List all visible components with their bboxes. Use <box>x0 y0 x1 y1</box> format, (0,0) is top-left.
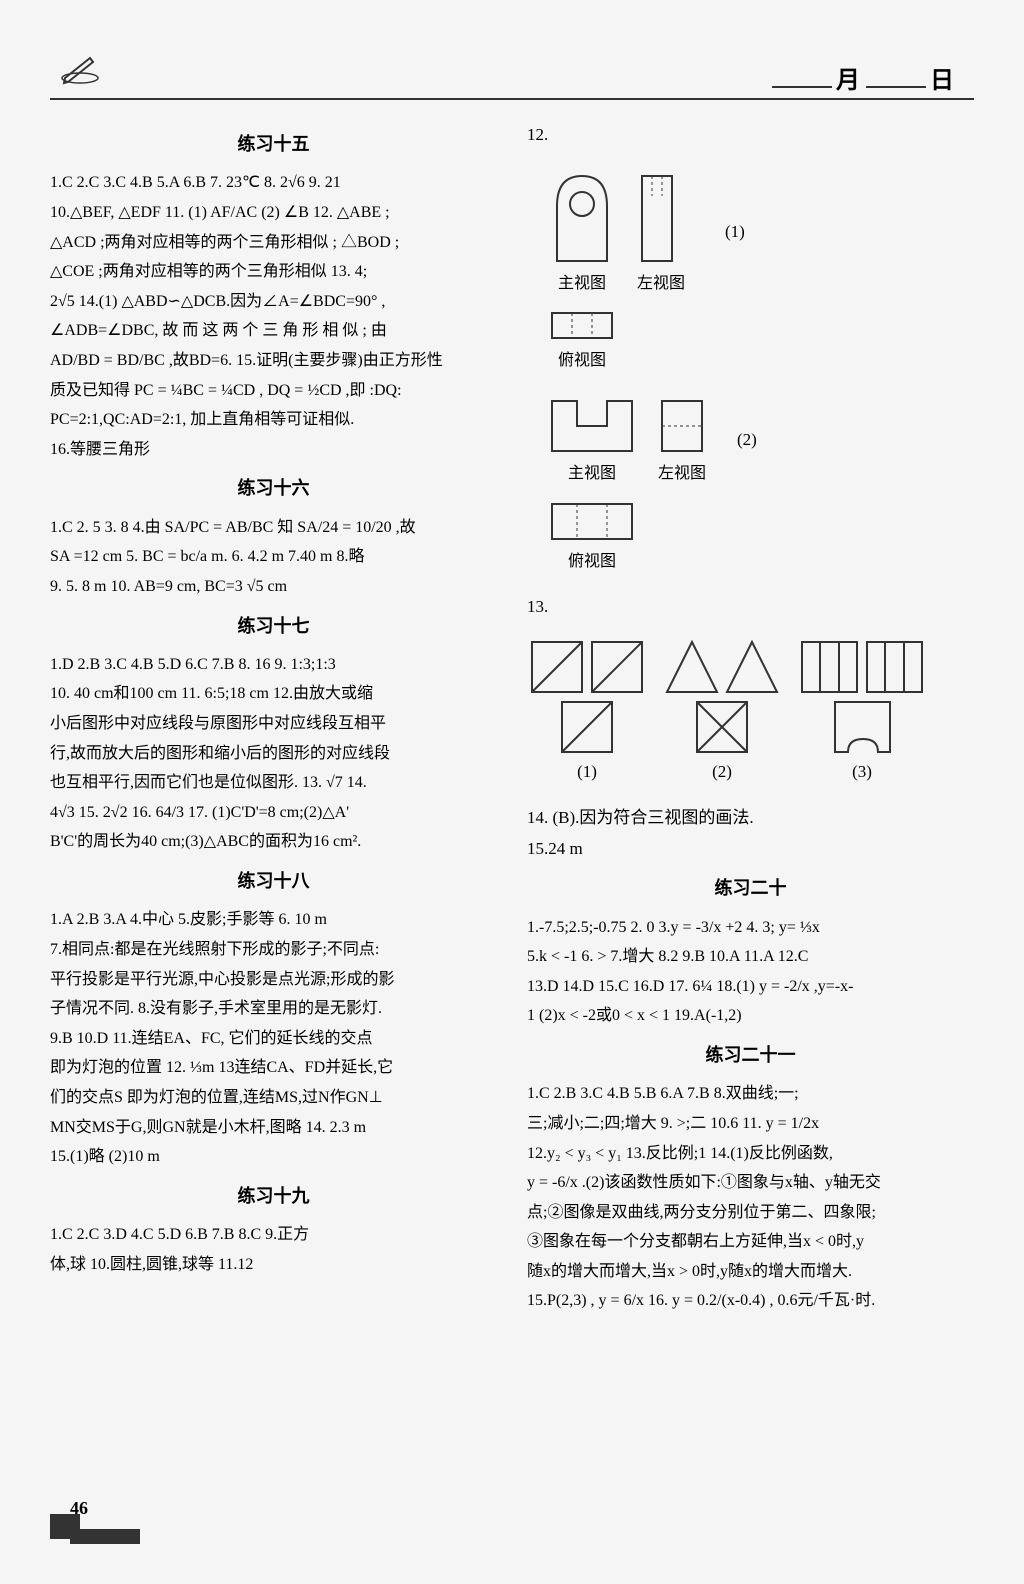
answer-line: AD/BD = BD/BC ,故BD=6. 15.证明(主要步骤)由正方形性 <box>50 346 497 376</box>
answer-line: 1.C 2.B 3.C 4.B 5.B 6.A 7.B 8.双曲线;一; <box>527 1079 974 1109</box>
diagram-num-2: (2) <box>737 425 757 456</box>
view-label: 主视图 <box>547 270 617 299</box>
shape-13-1-top <box>527 637 647 697</box>
section-19-title: 练习十九 <box>50 1180 497 1212</box>
shape-label-3: (3) <box>852 757 872 788</box>
pen-icon <box>60 50 100 85</box>
page-header: 月 日 <box>50 40 974 100</box>
answer-line: 1.D 2.B 3.C 4.B 5.D 6.C 7.B 8. 16 9. 1:3… <box>50 650 497 680</box>
view-label: 左视图 <box>637 270 685 299</box>
section-17-title: 练习十七 <box>50 610 497 642</box>
answer-line: 们的交点S 即为灯泡的位置,连结MS,过N作GN⊥ <box>50 1083 497 1113</box>
section-16-title: 练习十六 <box>50 472 497 504</box>
diagram-num-1: (1) <box>725 217 745 248</box>
q12-label: 12. <box>527 120 974 151</box>
answer-line: 也互相平行,因而它们也是位似图形. 13. √7 14. <box>50 768 497 798</box>
q13-label: 13. <box>527 592 974 623</box>
answer-line: 点;②图像是双曲线,两分支分别位于第二、四象限; <box>527 1198 974 1228</box>
section-20-title: 练习二十 <box>527 872 974 904</box>
answer-line: 9.B 10.D 11.连结EA、FC, 它们的延长线的交点 <box>50 1024 497 1054</box>
answer-line: 体,球 10.圆柱,圆锥,球等 11.12 <box>50 1250 497 1280</box>
shape-label-1: (1) <box>577 757 597 788</box>
answer-line: 行,故而放大后的图形和缩小后的图形的对应线段 <box>50 739 497 769</box>
left-view-1-icon <box>637 166 677 266</box>
section-16-text: 1.C 2. 5 3. 8 4.由 SA/PC = AB/BC 知 SA/24 … <box>50 513 497 602</box>
answer-line: B'C'的周长为40 cm;(3)△ABC的面积为16 cm². <box>50 827 497 857</box>
shape-13-2-bottom <box>692 697 752 757</box>
diagram-12-1: 主视图 左视图 (1) 俯视图 <box>527 166 974 377</box>
answer-line: 小后图形中对应线段与原图形中对应线段互相平 <box>50 709 497 739</box>
month-label: 月 <box>836 68 860 94</box>
answer-line: △ACD ;两角对应相等的两个三角形相似 ; △BOD ; <box>50 228 497 258</box>
answer-line: ③图象在每一个分支都朝右上方延伸,当x < 0时,y <box>527 1227 974 1257</box>
answer-line: 12.y₂ < y₃ < y₁ 13.反比例;1 14.(1)反比例函数, <box>527 1139 974 1169</box>
answer-line: 16.等腰三角形 <box>50 435 497 465</box>
answer-line: 15.(1)略 (2)10 m <box>50 1142 497 1172</box>
section-17-text: 1.D 2.B 3.C 4.B 5.D 6.C 7.B 8. 16 9. 1:3… <box>50 650 497 857</box>
view-label: 俯视图 <box>547 347 617 376</box>
answer-line: 质及已知得 PC = ¼BC = ¼CD , DQ = ½CD ,即 :DQ: <box>50 376 497 406</box>
right-column: 12. 主视图 左视图 <box>527 120 974 1316</box>
left-column: 练习十五 1.C 2.C 3.C 4.B 5.A 6.B 7. 23℃ 8. 2… <box>50 120 497 1316</box>
answer-line: 随x的增大而增大,当x > 0时,y随x的增大而增大. <box>527 1257 974 1287</box>
answer-line: 5.k < -1 6. > 7.增大 8.2 9.B 10.A 11.A 12.… <box>527 942 974 972</box>
answer-line: ∠ADB=∠DBC, 故 而 这 两 个 三 角 形 相 似 ; 由 <box>50 316 497 346</box>
section-19-text: 1.C 2.C 3.D 4.C 5.D 6.B 7.B 8.C 9.正方 体,球… <box>50 1220 497 1279</box>
main-view-2-icon <box>547 391 637 456</box>
answer-line: 子情况不同. 8.没有影子,手术室里用的是无影灯. <box>50 994 497 1024</box>
page-decoration-icon <box>50 1514 140 1554</box>
answer-line: 9. 5. 8 m 10. AB=9 cm, BC=3 √5 cm <box>50 572 497 602</box>
section-18-text: 1.A 2.B 3.A 4.中心 5.皮影;手影等 6. 10 m 7.相同点:… <box>50 905 497 1171</box>
shape-13-2-top <box>662 637 782 697</box>
q15-line: 15.24 m <box>527 834 974 865</box>
answer-line: 1.-7.5;2.5;-0.75 2. 0 3.y = -3/x +2 4. 3… <box>527 913 974 943</box>
answer-line: 10.△BEF, △EDF 11. (1) AF/AC (2) ∠B 12. △… <box>50 198 497 228</box>
answer-line: 平行投影是平行光源,中心投影是点光源;形成的影 <box>50 965 497 995</box>
left-view-2-icon <box>657 391 707 456</box>
date-fields: 月 日 <box>772 60 954 103</box>
answer-line: 10. 40 cm和100 cm 11. 6:5;18 cm 12.由放大或缩 <box>50 679 497 709</box>
top-view-1-icon <box>547 308 617 343</box>
diagram-13: (1) (2) <box>527 637 974 788</box>
answer-line: SA =12 cm 5. BC = bc/a m. 6. 4.2 m 7.40 … <box>50 542 497 572</box>
answer-line: 1 (2)x < -2或0 < x < 1 19.A(-1,2) <box>527 1001 974 1031</box>
answer-line: 即为灯泡的位置 12. ⅓m 13连结CA、FD并延长,它 <box>50 1053 497 1083</box>
answer-line: MN交MS于G,则GN就是小木杆,图略 14. 2.3 m <box>50 1113 497 1143</box>
diagram-12-2: 主视图 左视图 (2) 俯视图 <box>527 391 974 577</box>
answer-line: 2√5 14.(1) △ABD∽△DCB.因为∠A=∠BDC=90° , <box>50 287 497 317</box>
answer-line: 15.P(2,3) , y = 6/x 16. y = 0.2/(x-0.4) … <box>527 1286 974 1316</box>
day-label: 日 <box>930 68 954 94</box>
answer-line: 4√3 15. 2√2 16. 64/3 17. (1)C'D'=8 cm;(2… <box>50 798 497 828</box>
q14-line: 14. (B).因为符合三视图的画法. <box>527 803 974 834</box>
answer-line: 1.C 2. 5 3. 8 4.由 SA/PC = AB/BC 知 SA/24 … <box>50 513 497 543</box>
section-20-text: 1.-7.5;2.5;-0.75 2. 0 3.y = -3/x +2 4. 3… <box>527 913 974 1031</box>
section-18-title: 练习十八 <box>50 865 497 897</box>
view-label: 主视图 <box>547 460 637 489</box>
section-15-text: 1.C 2.C 3.C 4.B 5.A 6.B 7. 23℃ 8. 2√6 9.… <box>50 168 497 464</box>
answer-line: 7.相同点:都是在光线照射下形成的影子;不同点: <box>50 935 497 965</box>
section-21-title: 练习二十一 <box>527 1039 974 1071</box>
section-15-title: 练习十五 <box>50 128 497 160</box>
top-view-2-icon <box>547 499 637 544</box>
view-label: 俯视图 <box>547 548 637 577</box>
answer-line: y = -6/x .(2)该函数性质如下:①图象与x轴、y轴无交 <box>527 1168 974 1198</box>
answer-line: 13.D 14.D 15.C 16.D 17. 6¼ 18.(1) y = -2… <box>527 972 974 1002</box>
view-label: 左视图 <box>657 460 707 489</box>
shape-13-3-top <box>797 637 927 697</box>
answer-line: 1.A 2.B 3.A 4.中心 5.皮影;手影等 6. 10 m <box>50 905 497 935</box>
shape-label-2: (2) <box>712 757 732 788</box>
answer-line: △COE ;两角对应相等的两个三角形相似 13. 4; <box>50 257 497 287</box>
shape-13-1-bottom <box>557 697 617 757</box>
main-view-1-icon <box>547 166 617 266</box>
answer-line: 1.C 2.C 3.D 4.C 5.D 6.B 7.B 8.C 9.正方 <box>50 1220 497 1250</box>
section-21-text: 1.C 2.B 3.C 4.B 5.B 6.A 7.B 8.双曲线;一; 三;减… <box>527 1079 974 1316</box>
answer-line: 三;减小;二;四;增大 9. >;二 10.6 11. y = 1/2x <box>527 1109 974 1139</box>
shape-13-3-bottom <box>830 697 895 757</box>
page-content: 练习十五 1.C 2.C 3.C 4.B 5.A 6.B 7. 23℃ 8. 2… <box>50 120 974 1316</box>
answer-line: PC=2:1,QC:AD=2:1, 加上直角相等可证相似. <box>50 405 497 435</box>
answer-line: 1.C 2.C 3.C 4.B 5.A 6.B 7. 23℃ 8. 2√6 9.… <box>50 168 497 198</box>
